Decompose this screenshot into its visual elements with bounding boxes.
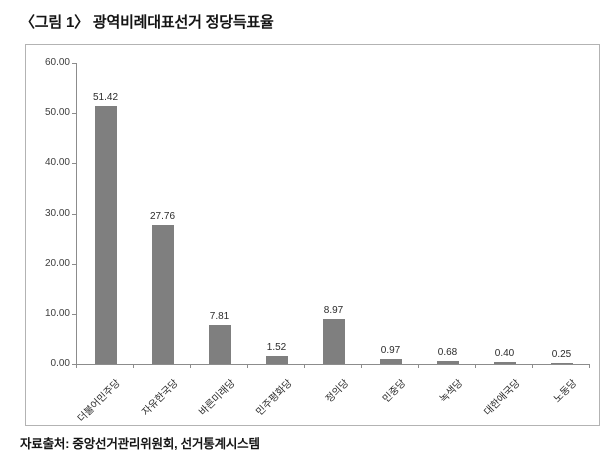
bar — [265, 356, 288, 364]
y-axis-tick-label: 0.00 — [50, 358, 70, 369]
x-axis-tick — [304, 364, 305, 368]
x-category-label-text: 민중당 — [380, 377, 409, 406]
y-axis-tick-label: 10.00 — [44, 307, 70, 319]
y-axis-tick-label: 60.00 — [44, 57, 70, 68]
x-axis-tick — [361, 364, 362, 368]
y-axis-tick-label: 20.00 — [44, 257, 70, 269]
x-axis-tick — [418, 364, 419, 368]
bar — [550, 363, 573, 364]
y-axis-tick-label: 50.00 — [44, 107, 70, 119]
x-category-label-text: 녹색당 — [437, 377, 466, 406]
x-axis-tick — [133, 364, 134, 368]
bar-value-label: 1.52 — [266, 342, 287, 353]
x-category-label-text: 자유한국당 — [139, 377, 181, 419]
y-axis-tick — [72, 163, 76, 165]
y-axis-tick — [72, 113, 76, 115]
x-axis-tick — [475, 364, 476, 368]
x-axis-tick — [532, 364, 533, 368]
x-category-label-text: 더불어민주당 — [76, 377, 124, 425]
bar-value-label: 0.40 — [494, 348, 515, 359]
bar-value-label: 0.25 — [551, 349, 572, 360]
y-axis-tick-label: 40.00 — [44, 157, 70, 169]
x-category-label-text: 노동당 — [551, 377, 580, 406]
figure-title: 〈그림 1〉 광역비례대표선거 정당득표율 — [20, 14, 274, 31]
x-axis-tick — [190, 364, 191, 368]
bar — [436, 361, 459, 364]
x-category-label-text: 대한애국당 — [481, 377, 523, 419]
x-category-label-text: 바른미래당 — [196, 377, 238, 419]
plot-area: 51.42 27.76 7.81 1.52 8.97 0.97 0.68 0.40 0.25 — [76, 63, 590, 365]
y-axis-tick — [72, 63, 76, 64]
bar-value-label: 51.42 — [92, 92, 119, 103]
bar — [94, 106, 117, 364]
bar-value-label: 8.97 — [323, 305, 344, 316]
y-axis-tick — [72, 263, 76, 265]
bar-value-label: 27.76 — [149, 211, 176, 222]
bar-value-label: 0.97 — [380, 345, 401, 356]
x-category-label-text: 민주평화당 — [253, 377, 295, 419]
y-axis-tick — [72, 364, 76, 365]
x-axis-tick — [76, 364, 77, 368]
bar-value-label: 0.68 — [437, 347, 458, 358]
bar — [379, 359, 402, 364]
y-axis-tick — [72, 213, 76, 215]
bar — [322, 319, 345, 364]
source-note: 자료출처: 중앙선거관리위원회, 선거통계시스템 — [20, 437, 260, 451]
bar — [151, 225, 174, 364]
y-axis-tick — [72, 313, 76, 315]
x-axis-tick — [247, 364, 248, 368]
x-category-label-text: 정의당 — [323, 377, 352, 406]
x-axis-labels: 더불어민주당 자유한국당 바른미래당 민주평화당 정의당 민중당 녹색당 대한애국당 노동당 — [76, 369, 589, 425]
bar — [208, 325, 231, 364]
x-axis-tick — [589, 364, 590, 368]
y-axis-tick-label: 30.00 — [44, 207, 70, 219]
chart: 51.42 27.76 7.81 1.52 8.97 0.97 0.68 0.40 0.25 더… — [25, 44, 600, 426]
bar-value-label: 7.81 — [209, 311, 230, 322]
bar — [493, 362, 516, 364]
